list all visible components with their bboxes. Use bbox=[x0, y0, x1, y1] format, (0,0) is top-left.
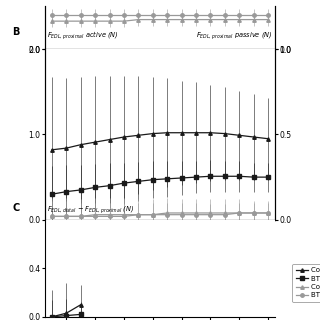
Text: C: C bbox=[12, 203, 20, 213]
Text: F$_{EDL,proximal}$ active (N): F$_{EDL,proximal}$ active (N) bbox=[47, 30, 119, 42]
Text: B: B bbox=[12, 27, 20, 37]
Text: F$_{EDL,distal}$ − F$_{EDL,proximal}$ (N): F$_{EDL,distal}$ − F$_{EDL,proximal}$ (N… bbox=[47, 204, 134, 216]
Text: F$_{EDL,proximal}$ passive (N): F$_{EDL,proximal}$ passive (N) bbox=[196, 31, 273, 42]
Legend: Control, active, BTX-A, active, Control, passive, BTX-A, passive: Control, active, BTX-A, active, Control,… bbox=[292, 264, 320, 302]
